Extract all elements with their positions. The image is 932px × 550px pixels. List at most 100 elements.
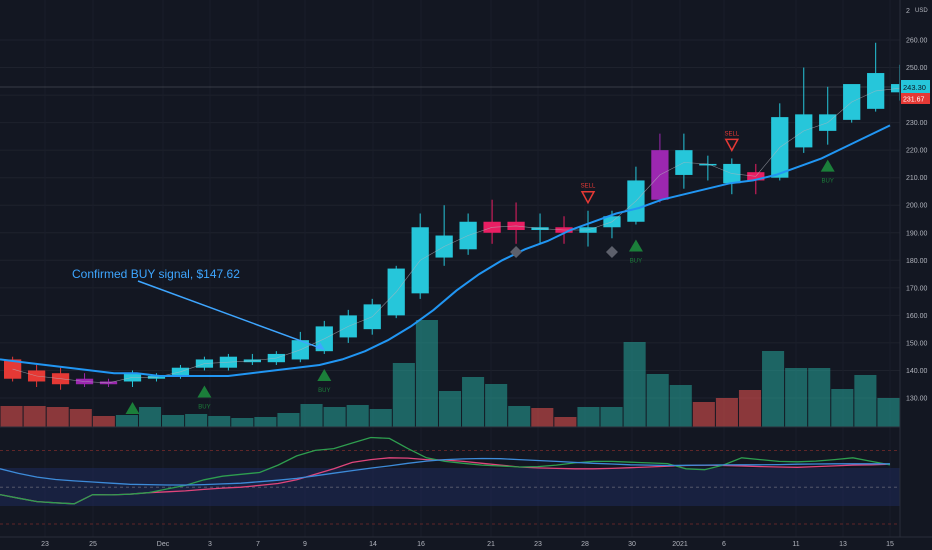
volume-bar xyxy=(462,377,485,427)
volume-bar xyxy=(23,406,46,427)
top-tick: 2 xyxy=(906,8,910,15)
y-tick-label: 230.00 xyxy=(906,120,928,127)
annotation-arrow-line xyxy=(137,280,325,351)
x-tick-label: Dec xyxy=(157,541,170,548)
y-tick-label: 150.00 xyxy=(906,340,928,347)
volume-bar xyxy=(877,398,900,427)
x-tick-label: 25 xyxy=(89,541,97,548)
candle-body xyxy=(699,163,717,166)
volume-bar xyxy=(231,418,254,427)
last-price-label: 243.30 xyxy=(903,83,926,92)
volume-bar xyxy=(508,406,531,427)
sell-signal-label: SELL xyxy=(581,184,596,190)
oscillator-line-green xyxy=(0,436,891,505)
volume-bar xyxy=(577,407,600,427)
neutral-signal-marker xyxy=(605,246,618,259)
volume-bar xyxy=(623,342,646,427)
x-tick-label: 9 xyxy=(303,541,307,548)
sell-signal-label: SELL xyxy=(724,131,739,137)
y-tick-label: 180.00 xyxy=(906,258,928,265)
sell-signal-marker xyxy=(580,190,596,205)
candles xyxy=(4,42,909,390)
x-tick-label: 2021 xyxy=(672,541,688,548)
volume-bar xyxy=(92,416,115,427)
last-price-box xyxy=(901,80,930,93)
volume-bar xyxy=(254,417,277,427)
volume-bar xyxy=(785,368,808,427)
volume-bar xyxy=(185,414,208,427)
x-tick-label: 23 xyxy=(41,541,49,548)
y-tick-label: 140.00 xyxy=(906,368,928,375)
y-tick-label: 210.00 xyxy=(906,175,928,182)
volume-bar xyxy=(762,351,785,427)
x-tick-label: 6 xyxy=(722,541,726,548)
volume-bars xyxy=(0,320,900,427)
x-tick-label: 3 xyxy=(208,541,212,548)
volume-bar xyxy=(369,409,392,427)
volume-bar xyxy=(646,374,669,427)
volume-bar xyxy=(738,390,762,427)
signals: BUY BUY SELL BUY SELL BUY xyxy=(125,131,835,414)
x-tick-label: 15 xyxy=(886,541,894,548)
buy-signal-label: BUY xyxy=(318,388,330,394)
volume-bar xyxy=(69,409,92,427)
volume-bar xyxy=(715,398,738,427)
y-tick-label: 160.00 xyxy=(906,313,928,320)
volume-bar xyxy=(392,363,415,427)
x-tick-label: 23 xyxy=(534,541,542,548)
volume-bar xyxy=(46,407,69,427)
x-tick-label: 30 xyxy=(628,541,636,548)
x-tick-label: 14 xyxy=(369,541,377,548)
buy-signal-marker xyxy=(197,385,212,398)
x-tick-label: 16 xyxy=(417,541,425,548)
x-tick-label: 13 xyxy=(839,541,847,548)
currency-label: USD xyxy=(915,8,928,14)
buy-signal-label: BUY xyxy=(822,179,834,185)
volume-bar xyxy=(600,407,623,427)
volume-bar xyxy=(669,385,692,427)
x-tick-label: 21 xyxy=(487,541,495,548)
volume-bar xyxy=(0,406,23,427)
volume-bar xyxy=(208,416,231,427)
volume-bar xyxy=(300,404,323,427)
ma-price-box xyxy=(901,93,930,104)
volume-bar xyxy=(808,368,831,427)
volume-bar xyxy=(438,391,462,427)
neutral-signal-marker xyxy=(510,246,523,259)
volume-bar xyxy=(138,407,162,427)
volume-bar xyxy=(162,415,185,427)
buy-signal-marker xyxy=(125,401,140,414)
volume-bar xyxy=(554,417,577,427)
volume-bar xyxy=(854,375,877,427)
ma-price-label: 231.67 xyxy=(903,97,925,104)
volume-bar xyxy=(531,408,554,427)
buy-signal-marker xyxy=(317,368,332,381)
y-tick-label: 250.00 xyxy=(906,65,928,72)
annotation-arrow-head xyxy=(315,342,325,350)
volume-bar xyxy=(277,413,300,427)
moving-average-line xyxy=(0,124,891,377)
y-tick-label: 170.00 xyxy=(906,285,928,292)
volume-bar xyxy=(323,407,346,427)
buy-signal-label: BUY xyxy=(630,259,642,265)
y-tick-label: 190.00 xyxy=(906,230,928,237)
buy-signal-marker xyxy=(820,159,835,172)
volume-bar xyxy=(415,320,438,427)
buy-signal-label: BUY xyxy=(198,404,210,410)
volume-bar xyxy=(346,405,369,427)
x-tick-label: 7 xyxy=(256,541,260,548)
buy-signal-marker xyxy=(628,239,643,252)
volume-bar xyxy=(831,389,854,427)
x-axis-labels: 23 25 Dec 3 7 9 14 16 21 23 28 30 2021 6 11 13 15 xyxy=(41,541,894,548)
y-tick-label: 220.00 xyxy=(906,148,928,155)
y-tick-label: 260.00 xyxy=(906,38,928,45)
oscillator-line-blue xyxy=(0,457,890,486)
annotation: Confirmed BUY signal, $147.62 xyxy=(72,267,325,351)
volume-bar xyxy=(692,402,715,427)
sell-signal-marker xyxy=(724,138,740,152)
volume-bar xyxy=(485,384,508,427)
x-tick-label: 11 xyxy=(792,541,799,548)
annotation-text: Confirmed BUY signal, $147.62 xyxy=(72,267,240,281)
y-tick-label: 130.00 xyxy=(906,396,928,403)
